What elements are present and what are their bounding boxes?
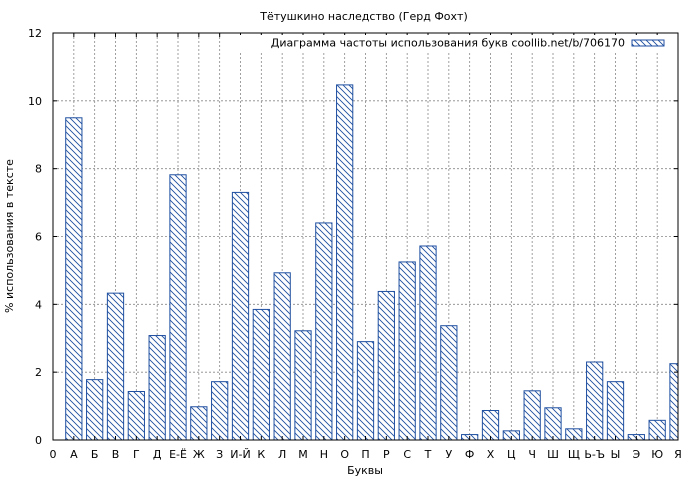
bar — [231, 191, 250, 441]
legend-background — [240, 35, 674, 51]
y-tick-label: 6 — [35, 231, 42, 244]
x-tick-label: З — [216, 448, 223, 461]
bar — [523, 390, 541, 441]
bar — [148, 335, 166, 441]
legend: Диаграмма частоты использования букв coo… — [240, 35, 674, 51]
x-tick-label: 0 — [50, 448, 57, 461]
bar — [106, 292, 125, 441]
bar — [606, 381, 625, 441]
bar — [252, 308, 270, 441]
x-tick-label: Ц — [507, 448, 516, 461]
x-tick-label: Б — [91, 448, 99, 461]
x-tick-label: Ж — [193, 448, 205, 461]
x-tick-label: Х — [487, 448, 495, 461]
bar — [398, 261, 416, 441]
y-axis-ticks: 0 2 4 6 8 10 12 — [28, 27, 678, 447]
x-tick-label: Ь-Ъ — [584, 448, 605, 461]
y-tick-label: 8 — [35, 163, 42, 176]
bar — [190, 406, 208, 441]
bar — [211, 381, 229, 441]
bar — [273, 272, 291, 441]
bar — [169, 174, 187, 441]
x-axis-label: Буквы — [347, 464, 383, 477]
y-tick-label: 0 — [35, 434, 42, 447]
x-tick-label: Ю — [651, 448, 663, 461]
bar — [127, 390, 145, 441]
bar — [377, 290, 395, 441]
chart-title: Тётушкино наследство (Герд Фохт) — [259, 10, 468, 23]
x-tick-label: М — [298, 448, 308, 461]
x-tick-label: Э — [632, 448, 640, 461]
y-tick-label: 12 — [28, 27, 42, 40]
bar — [481, 409, 500, 441]
x-tick-label: Д — [153, 448, 162, 461]
x-tick-label: Т — [424, 448, 432, 461]
bar — [356, 341, 375, 441]
bar — [586, 361, 604, 441]
x-tick-label: С — [403, 448, 411, 461]
y-tick-label: 10 — [28, 95, 42, 108]
bar — [440, 325, 458, 441]
x-tick-label: Щ — [568, 448, 580, 461]
y-tick-label: 2 — [35, 366, 42, 379]
y-tick-label: 4 — [35, 298, 42, 311]
x-tick-label: Е-Ё — [169, 448, 187, 461]
x-tick-label: О — [340, 448, 349, 461]
grid-lines — [53, 33, 678, 440]
x-tick-label: Я — [674, 448, 682, 461]
x-tick-label: К — [257, 448, 265, 461]
bar — [669, 363, 679, 441]
bar — [65, 117, 83, 441]
x-tick-label: Г — [133, 448, 140, 461]
x-tick-label: Л — [278, 448, 286, 461]
bar — [336, 84, 354, 441]
legend-label: Диаграмма частоты использования букв coo… — [271, 37, 625, 50]
legend-swatch — [631, 39, 665, 47]
bar — [315, 222, 333, 441]
y-axis-label: % использования в тексте — [3, 159, 16, 313]
x-tick-label: Ш — [547, 448, 559, 461]
x-tick-label: П — [361, 448, 369, 461]
bar — [294, 330, 312, 441]
x-tick-label: У — [445, 448, 452, 461]
x-tick-label: Р — [383, 448, 390, 461]
x-tick-label: В — [112, 448, 120, 461]
bar — [419, 245, 437, 441]
x-tick-label: Ф — [465, 448, 474, 461]
bar — [86, 379, 104, 441]
x-tick-label: И-Й — [230, 448, 250, 461]
x-tick-label: Ы — [611, 448, 621, 461]
x-tick-label: Н — [320, 448, 328, 461]
x-tick-label: Ч — [528, 448, 536, 461]
bar — [544, 407, 562, 441]
x-tick-label: А — [70, 448, 78, 461]
